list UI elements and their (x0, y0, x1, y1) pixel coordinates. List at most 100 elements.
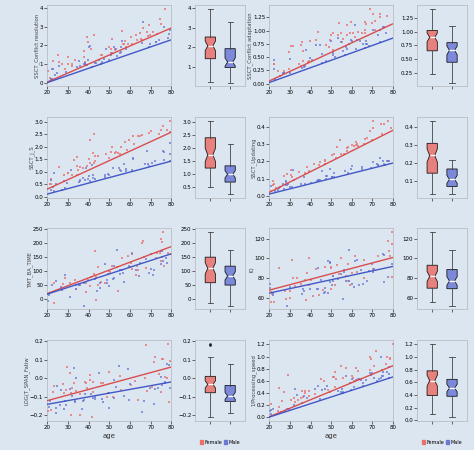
Point (328, 285, 335, 292)
Point (285, 48, 293, 55)
Point (105, 369, 112, 376)
Point (72, 281, 79, 288)
Point (365, 42, 373, 49)
Point (384, 117, 392, 125)
Point (284, 371, 292, 378)
Point (135, 132, 142, 139)
Point (48, 66, 56, 73)
Point (61, 398, 69, 405)
Point (343, 372, 350, 379)
Point (367, 372, 375, 379)
Point (281, 388, 288, 396)
Point (74, 167, 82, 174)
Point (376, 14, 383, 21)
Point (96, 279, 103, 287)
Point (371, 17, 378, 24)
Point (86, 376, 94, 383)
Point (116, 270, 123, 277)
Point (314, 28, 322, 36)
Point (372, 26, 379, 33)
Point (308, 56, 316, 63)
Point (333, 154, 340, 162)
Point (108, 143, 115, 150)
Point (377, 121, 385, 128)
Point (330, 169, 338, 176)
Point (361, 45, 369, 52)
Point (290, 274, 297, 281)
Point (101, 172, 109, 179)
Point (157, 127, 165, 134)
Point (299, 387, 306, 395)
Point (76, 63, 83, 70)
Point (275, 184, 283, 191)
Point (110, 44, 118, 51)
Point (306, 285, 313, 292)
Point (125, 262, 133, 270)
Point (66, 279, 73, 287)
Point (351, 252, 359, 259)
Point (166, 384, 174, 391)
PathPatch shape (447, 43, 457, 62)
Point (128, 249, 136, 256)
Point (82, 176, 89, 183)
Point (270, 180, 278, 187)
Point (73, 171, 80, 179)
Point (279, 70, 286, 77)
Point (62, 402, 70, 409)
Point (331, 150, 338, 158)
Point (127, 382, 135, 389)
Point (70, 364, 77, 371)
Point (358, 163, 366, 171)
Point (116, 166, 123, 173)
Point (113, 263, 120, 270)
Point (60, 390, 67, 397)
Point (77, 163, 84, 171)
Point (319, 287, 327, 294)
Point (89, 149, 97, 156)
Point (301, 63, 308, 71)
Point (330, 374, 337, 381)
Point (145, 22, 153, 29)
Point (85, 155, 93, 162)
Point (381, 161, 389, 168)
Y-axis label: SSCT_Conflict adaptation: SSCT_Conflict adaptation (247, 13, 253, 79)
Point (166, 129, 174, 136)
Point (321, 157, 329, 164)
Point (350, 377, 358, 384)
Point (105, 57, 112, 64)
Point (362, 135, 369, 143)
Point (347, 166, 355, 173)
Point (139, 18, 147, 25)
Point (72, 286, 79, 293)
Point (378, 366, 385, 373)
Point (269, 182, 277, 189)
Point (378, 130, 386, 137)
Point (70, 157, 77, 164)
Point (63, 364, 71, 371)
Point (134, 262, 141, 269)
Point (137, 35, 145, 42)
Point (332, 281, 339, 288)
Point (114, 287, 122, 294)
Point (337, 255, 345, 262)
Point (137, 259, 144, 266)
Point (47, 180, 55, 188)
Point (354, 376, 362, 383)
Point (79, 164, 87, 171)
Point (158, 248, 165, 255)
Point (351, 257, 358, 265)
Point (300, 287, 308, 294)
PathPatch shape (205, 376, 216, 393)
Point (46, 398, 54, 405)
Point (58, 61, 65, 68)
Point (376, 26, 383, 33)
Point (121, 139, 129, 146)
Point (304, 58, 311, 65)
Point (282, 182, 290, 189)
Point (378, 372, 386, 379)
Point (340, 268, 348, 275)
Point (319, 167, 326, 174)
Point (164, 375, 171, 382)
Point (91, 395, 99, 402)
Point (87, 273, 95, 280)
